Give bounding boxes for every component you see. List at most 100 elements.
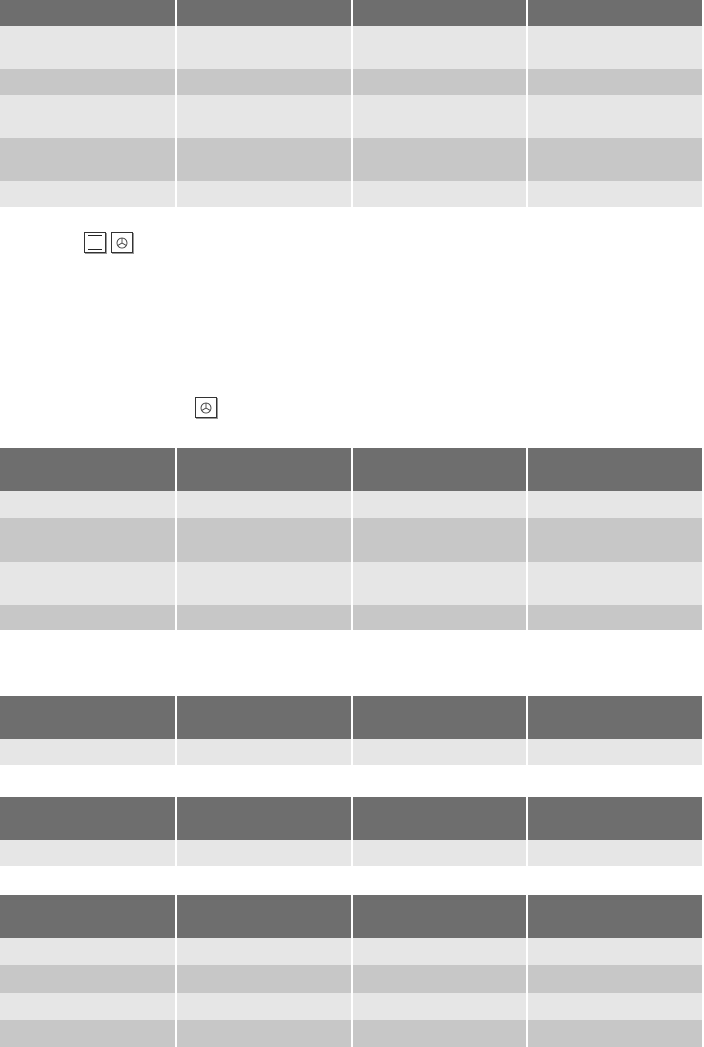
table-header-row (0, 797, 702, 840)
table-cell (528, 993, 702, 1020)
table-cell (528, 965, 702, 993)
table-header-row (0, 696, 702, 739)
table-cell (353, 518, 526, 562)
table-cell (528, 491, 702, 518)
table-cell (528, 181, 702, 207)
table-cell (353, 938, 526, 965)
table-cell (177, 938, 351, 965)
table-cell (353, 739, 526, 765)
header-cell (177, 895, 351, 938)
table-cell (353, 95, 526, 138)
header-cell (0, 895, 175, 938)
table-cell (0, 491, 175, 518)
table-cell (177, 181, 351, 207)
table-cell (177, 993, 351, 1020)
header-cell (353, 696, 526, 739)
fan-icon (195, 397, 217, 418)
table-cell (177, 95, 351, 138)
table-cell (528, 138, 702, 181)
table-4 (0, 797, 702, 866)
header-cell (528, 448, 702, 491)
header-cell (177, 696, 351, 739)
table-cell (353, 840, 526, 866)
table-cell (177, 1020, 351, 1047)
table-cell (0, 938, 175, 965)
table-cell (353, 138, 526, 181)
header-cell (353, 448, 526, 491)
table-cell (528, 840, 702, 866)
table-2 (0, 448, 702, 630)
table-cell (528, 739, 702, 765)
table-row (0, 993, 702, 1020)
table-cell (353, 562, 526, 605)
table-cell (177, 138, 351, 181)
table-cell (177, 69, 351, 95)
header-cell (0, 0, 175, 26)
table-row (0, 26, 702, 69)
table-cell (177, 491, 351, 518)
header-cell (353, 0, 526, 26)
table-row (0, 1020, 702, 1047)
table-cell (353, 1020, 526, 1047)
table-3 (0, 696, 702, 765)
table-cell (528, 1020, 702, 1047)
table-1 (0, 0, 702, 207)
table-5 (0, 895, 702, 1047)
table-row (0, 605, 702, 630)
table-cell (0, 69, 175, 95)
table-cell (0, 562, 175, 605)
table-cell (0, 95, 175, 138)
table-cell (528, 605, 702, 630)
table-row (0, 840, 702, 866)
table-cell (353, 491, 526, 518)
table-cell (0, 840, 175, 866)
table-header-row (0, 448, 702, 491)
table-cell (177, 965, 351, 993)
top-bottom-heat-icon (84, 232, 106, 253)
table-cell (0, 138, 175, 181)
table-row (0, 138, 702, 181)
table-cell (528, 562, 702, 605)
table-cell (177, 26, 351, 69)
table-row (0, 739, 702, 765)
header-cell (528, 696, 702, 739)
table-cell (353, 69, 526, 95)
table-header-row (0, 0, 702, 26)
table-cell (0, 181, 175, 207)
table-cell (177, 840, 351, 866)
header-cell (177, 0, 351, 26)
table-cell (528, 69, 702, 95)
table-row (0, 562, 702, 605)
table-row (0, 181, 702, 207)
table-row (0, 938, 702, 965)
header-cell (353, 797, 526, 840)
table-cell (353, 26, 526, 69)
header-cell (528, 895, 702, 938)
table-cell (0, 739, 175, 765)
table-cell (353, 965, 526, 993)
fan-icon (111, 232, 133, 253)
table-cell (0, 1020, 175, 1047)
table-cell (0, 965, 175, 993)
table-row (0, 95, 702, 138)
header-cell (528, 797, 702, 840)
table-cell (0, 993, 175, 1020)
header-cell (177, 797, 351, 840)
table-cell (528, 518, 702, 562)
table-cell (353, 181, 526, 207)
table-header-row (0, 895, 702, 938)
header-cell (0, 797, 175, 840)
table-cell (353, 993, 526, 1020)
table-cell (177, 518, 351, 562)
table-row (0, 965, 702, 993)
table-row (0, 69, 702, 95)
table-cell (177, 739, 351, 765)
header-cell (0, 696, 175, 739)
table-row (0, 518, 702, 562)
table-cell (528, 95, 702, 138)
header-cell (528, 0, 702, 26)
table-cell (353, 605, 526, 630)
table-cell (177, 605, 351, 630)
table-cell (0, 26, 175, 69)
header-cell (177, 448, 351, 491)
